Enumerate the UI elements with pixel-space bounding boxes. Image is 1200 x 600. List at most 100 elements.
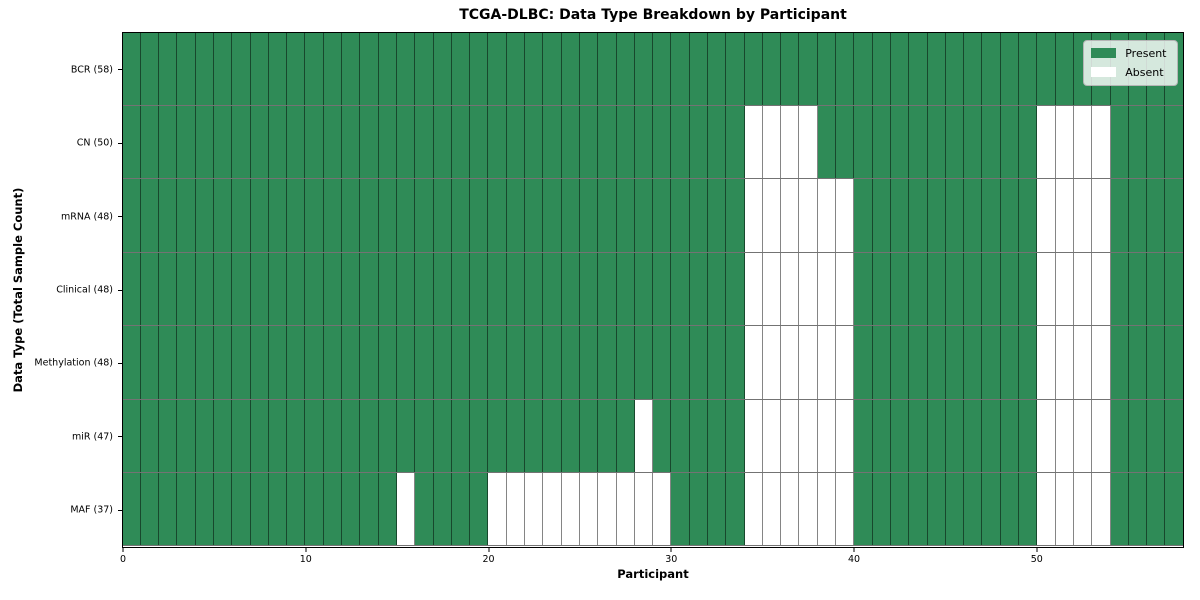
heatmap-cell xyxy=(689,252,708,326)
heatmap-cell xyxy=(1073,399,1093,473)
heatmap-cell xyxy=(817,179,837,252)
heatmap-cell xyxy=(579,105,599,179)
heatmap-cell xyxy=(561,252,580,326)
heatmap-cell xyxy=(323,105,343,179)
heatmap-cell xyxy=(195,179,214,252)
heatmap-cell xyxy=(323,32,343,105)
heatmap-cell xyxy=(579,473,599,546)
heatmap-row xyxy=(122,252,1183,327)
heatmap-cell xyxy=(671,473,690,546)
heatmap-cell xyxy=(762,32,782,105)
heatmap-cell xyxy=(1037,105,1056,179)
heatmap-cell xyxy=(1092,326,1111,399)
heatmap-cell xyxy=(433,326,452,399)
heatmap-cell xyxy=(305,105,324,179)
heatmap-cell xyxy=(1092,105,1111,179)
heatmap-cell xyxy=(909,32,928,105)
heatmap-cell xyxy=(323,326,343,399)
heatmap-row xyxy=(122,326,1183,400)
heatmap-cell xyxy=(232,326,251,399)
heatmap-cell xyxy=(781,179,800,252)
heatmap-cell xyxy=(451,399,471,473)
heatmap-cell xyxy=(909,179,928,252)
heatmap-cell xyxy=(122,473,141,546)
heatmap-cell xyxy=(213,399,233,473)
heatmap-cell xyxy=(1000,252,1020,326)
heatmap-cell xyxy=(1019,326,1038,399)
heatmap-cell xyxy=(159,105,178,179)
heatmap-cell xyxy=(378,399,397,473)
heatmap-cell xyxy=(506,252,526,326)
heatmap-cell xyxy=(177,252,196,326)
heatmap-cell xyxy=(525,105,544,179)
heatmap-cell xyxy=(1110,399,1129,473)
heatmap-cell xyxy=(872,179,891,252)
y-tick-label: CN (50) xyxy=(76,137,113,149)
heatmap-cell xyxy=(415,399,434,473)
heatmap-cell xyxy=(342,326,361,399)
heatmap-cell xyxy=(634,399,654,473)
heatmap-cell xyxy=(1165,179,1183,252)
heatmap-cell xyxy=(689,399,708,473)
heatmap-cell xyxy=(1055,105,1074,179)
heatmap-cell xyxy=(287,473,306,546)
heatmap-cell xyxy=(1000,32,1020,105)
heatmap-cell xyxy=(470,326,489,399)
heatmap-cell xyxy=(268,326,288,399)
heatmap-row xyxy=(122,32,1183,106)
heatmap-cell xyxy=(195,32,214,105)
heatmap-cell xyxy=(762,399,782,473)
heatmap-cell xyxy=(213,326,233,399)
heatmap-cell xyxy=(616,473,635,546)
y-tick-mark xyxy=(117,216,122,218)
heatmap-cell xyxy=(909,252,928,326)
heatmap-cell xyxy=(836,473,855,546)
heatmap-cell xyxy=(634,252,654,326)
heatmap-cell xyxy=(1165,473,1183,546)
heatmap-cell xyxy=(744,399,763,473)
heatmap-cell xyxy=(1110,326,1129,399)
heatmap-cell xyxy=(506,399,526,473)
heatmap-cell xyxy=(543,105,562,179)
heatmap-cell xyxy=(708,473,727,546)
heatmap-cell xyxy=(927,105,946,179)
heatmap-cell xyxy=(122,32,141,105)
heatmap-cell xyxy=(1073,326,1093,399)
heatmap-cell xyxy=(854,326,873,399)
heatmap-cell xyxy=(451,32,471,105)
heatmap-cell xyxy=(433,32,452,105)
heatmap-cell xyxy=(945,399,965,473)
heatmap-cell xyxy=(159,473,178,546)
x-axis-label: Participant xyxy=(617,567,689,581)
heatmap-cell xyxy=(1092,399,1111,473)
heatmap-cell xyxy=(1055,252,1074,326)
heatmap-cell xyxy=(708,399,727,473)
heatmap-cell xyxy=(1110,105,1129,179)
heatmap-cell xyxy=(945,105,965,179)
heatmap-cell xyxy=(634,32,654,105)
heatmap-cell xyxy=(195,105,214,179)
heatmap-cell xyxy=(488,252,507,326)
heatmap-cell xyxy=(671,399,690,473)
heatmap-cell xyxy=(396,326,416,399)
heatmap-cell xyxy=(396,179,416,252)
heatmap-cell xyxy=(232,473,251,546)
heatmap-cell xyxy=(488,473,507,546)
heatmap-cell xyxy=(598,252,617,326)
heatmap-cell xyxy=(653,399,672,473)
heatmap-cell xyxy=(1037,179,1056,252)
heatmap-cell xyxy=(689,32,708,105)
heatmap-cell xyxy=(634,326,654,399)
heatmap-cell xyxy=(616,252,635,326)
heatmap-cell xyxy=(964,473,983,546)
heatmap-cell xyxy=(817,32,837,105)
heatmap-cell xyxy=(470,399,489,473)
heatmap-cell xyxy=(1000,473,1020,546)
heatmap-cell xyxy=(213,252,233,326)
heatmap-cell xyxy=(250,32,269,105)
heatmap-cell xyxy=(470,32,489,105)
y-axis-tick-area: BCR (58) CN (50) mRNA (48) Clinical (48) Met… xyxy=(0,33,122,547)
heatmap-cell xyxy=(451,105,471,179)
heatmap-cell xyxy=(799,32,818,105)
heatmap-cell xyxy=(854,179,873,252)
